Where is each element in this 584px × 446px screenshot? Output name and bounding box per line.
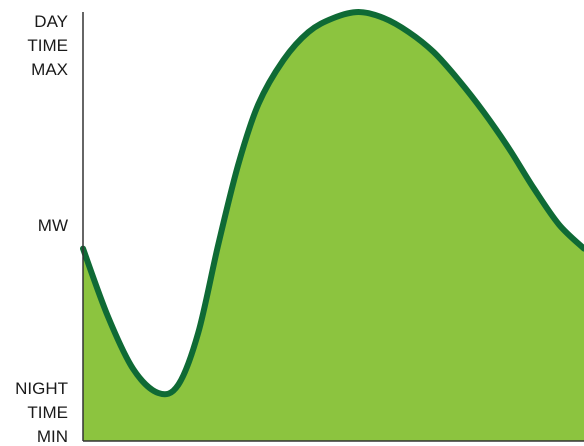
area-fill [83,12,584,441]
y-tick-label-max: DAY TIME MAX [27,12,68,79]
series-line [80,9,584,398]
y-tick-label-line: MIN [37,427,68,446]
y-tick-label-line: MAX [31,60,68,79]
y-axis-labels: DAY TIME MAX MW NIGHT TIME MIN [15,12,68,446]
chart-area [80,9,584,441]
y-tick-label-line: DAY [34,12,68,31]
y-tick-label-line: TIME [27,403,68,422]
y-tick-label-min: NIGHT TIME MIN [15,379,68,446]
y-tick-label-line: NIGHT [15,379,68,398]
y-tick-label-line: TIME [27,36,68,55]
y-tick-label-line: MW [38,216,68,235]
y-tick-label-mid: MW [38,216,68,235]
